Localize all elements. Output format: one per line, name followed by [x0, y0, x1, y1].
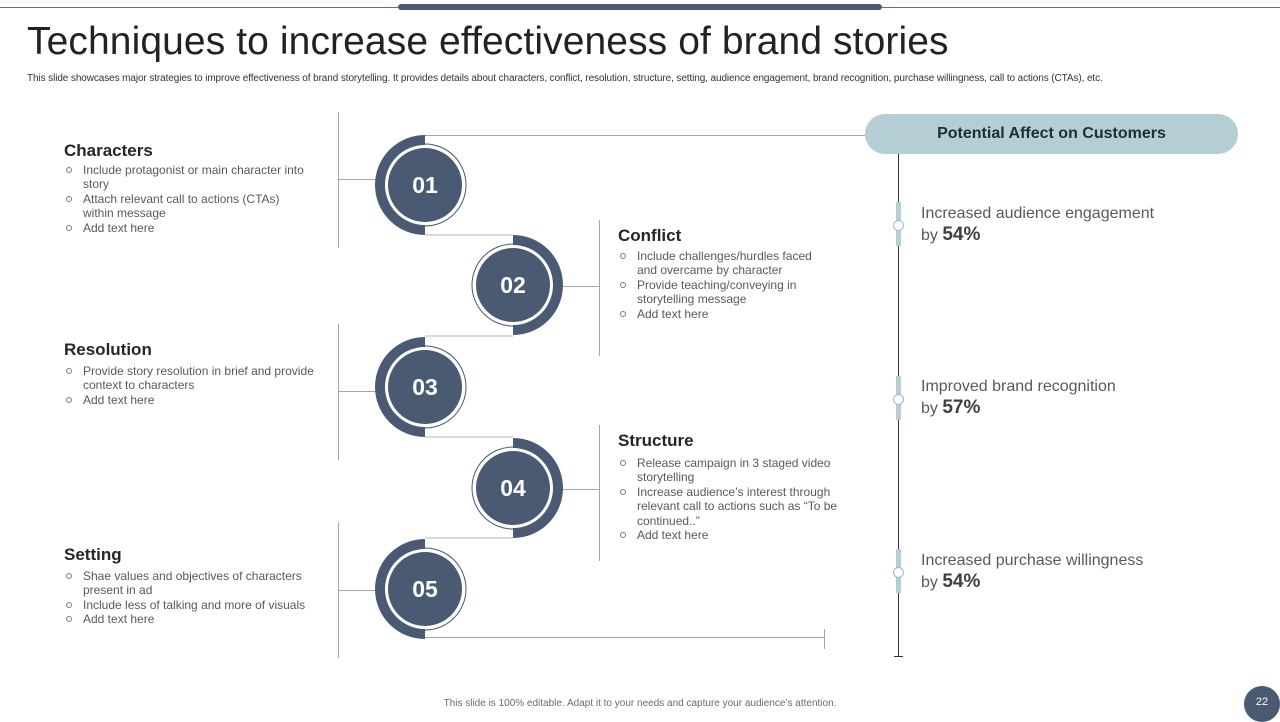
customers-header: Potential Affect on Customers	[865, 114, 1238, 154]
stat-by: by	[921, 400, 938, 417]
ring-outline-02	[471, 243, 555, 327]
stat-value: 54%	[942, 224, 981, 245]
stat-brand-recognition: Improved brand recognition by 57%	[921, 376, 1116, 419]
connector-characters	[338, 179, 382, 180]
ring-outline-05	[383, 547, 467, 631]
bullet-list: Include protagonist or main character in…	[64, 163, 304, 235]
ring-arc-02	[512, 235, 563, 335]
stat-value: 54%	[942, 571, 981, 592]
bullet-list: Shae values and objectives of characters…	[64, 569, 314, 627]
connector-to-customers	[425, 135, 865, 136]
connector-conflict	[562, 286, 600, 287]
list-item: Include protagonist or main character in…	[64, 163, 304, 192]
bullet-list: Include challenges/hurdles faced and ove…	[618, 249, 833, 321]
bullet-list: Release campaign in 3 staged video story…	[618, 456, 840, 542]
section-title: Structure	[618, 431, 694, 450]
step-circle-05	[388, 552, 462, 626]
list-item: Add text here	[64, 393, 326, 407]
section-title: Characters	[64, 141, 153, 160]
list-item: Include challenges/hurdles faced and ove…	[618, 249, 833, 278]
stat-value: 57%	[942, 397, 981, 418]
divider-structure	[599, 425, 600, 561]
footer-note: This slide is 100% editable. Adapt it to…	[443, 698, 837, 709]
step-number-04: 04	[500, 475, 526, 501]
list-item: Add text here	[64, 221, 304, 235]
step-number-03: 03	[412, 374, 438, 400]
section-conflict: Conflict Include challenges/hurdles face…	[618, 226, 848, 321]
page-title: Techniques to increase effectiveness of …	[27, 20, 949, 63]
section-title: Setting	[64, 545, 122, 564]
stat-audience-engagement: Increased audience engagement by 54%	[921, 203, 1154, 246]
divider-resolution	[338, 324, 339, 460]
list-item: Include less of talking and more of visu…	[64, 598, 314, 612]
step-circle-04	[476, 451, 550, 525]
ring-outline-04	[471, 446, 555, 530]
ring-arc-05	[375, 539, 426, 639]
list-item: Provide story resolution in brief and pr…	[64, 364, 326, 393]
list-item: Add text here	[64, 612, 314, 626]
customers-timeline-end	[894, 656, 903, 657]
list-item: Add text here	[618, 307, 833, 321]
stat-by: by	[921, 574, 938, 591]
step-number-02: 02	[500, 272, 526, 298]
stat-purchase-willingness: Increased purchase willingness by 54%	[921, 550, 1143, 593]
list-item: Provide teaching/conveying in storytelli…	[618, 278, 833, 307]
timeline-dot-3	[893, 567, 904, 578]
divider-characters	[338, 112, 339, 248]
stat-label: Increased audience engagement	[921, 205, 1155, 222]
timeline-dot-1	[893, 220, 904, 231]
ring-outline-01	[383, 143, 467, 227]
section-characters: Characters Include protagonist or main c…	[64, 141, 324, 235]
ring-arc-01	[375, 135, 426, 235]
step-number-05: 05	[412, 576, 438, 602]
page-number-badge: 22	[1244, 686, 1280, 722]
list-item: Attach relevant call to actions (CTAs) w…	[64, 192, 304, 221]
connector-setting	[338, 590, 382, 591]
ring-arc-04	[512, 438, 563, 538]
divider-conflict	[599, 220, 600, 356]
step-circle-01	[388, 148, 462, 222]
section-structure: Structure Release campaign in 3 staged v…	[618, 431, 848, 542]
list-item: Shae values and objectives of characters…	[64, 569, 314, 598]
step-circle-02	[476, 248, 550, 322]
section-title: Resolution	[64, 340, 152, 359]
connector-resolution	[338, 391, 382, 392]
page-subtitle: This slide showcases major strategies to…	[27, 73, 1103, 84]
list-item: Increase audience’s interest through rel…	[618, 485, 840, 528]
ring-arc-03	[375, 337, 426, 437]
connector-structure	[562, 489, 600, 490]
stat-label: Increased purchase willingness	[921, 552, 1144, 569]
bullet-list: Provide story resolution in brief and pr…	[64, 364, 326, 407]
bottom-connector	[425, 637, 825, 638]
list-item: Release campaign in 3 staged video story…	[618, 456, 840, 485]
stat-label: Improved brand recognition	[921, 378, 1116, 395]
stat-by: by	[921, 227, 938, 244]
step-circle-03	[388, 350, 462, 424]
list-item: Add text here	[618, 528, 840, 542]
section-title: Conflict	[618, 226, 682, 245]
timeline-dot-2	[893, 394, 904, 405]
section-resolution: Resolution Provide story resolution in b…	[64, 340, 334, 407]
step-number-01: 01	[412, 172, 438, 198]
section-setting: Setting Shae values and objectives of ch…	[64, 545, 334, 627]
top-accent-bar	[398, 4, 882, 10]
bottom-connector-end	[824, 629, 825, 649]
ring-outline-03	[383, 345, 467, 429]
